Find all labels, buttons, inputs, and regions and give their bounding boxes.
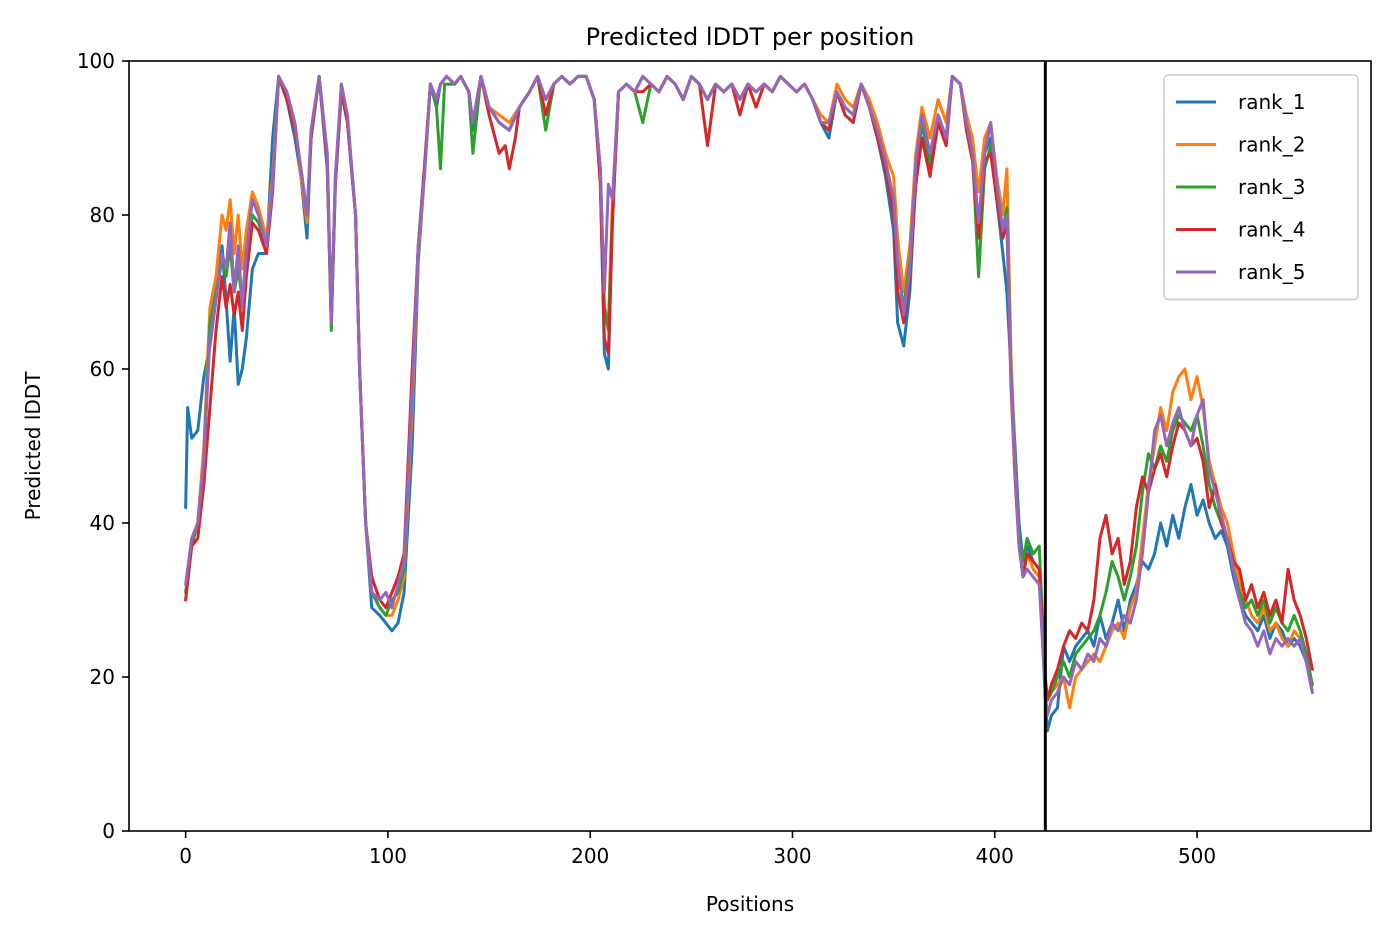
y-axis-title: Predicted lDDT	[21, 371, 45, 521]
series-layer	[184, 74, 1314, 733]
x-axis-title: Positions	[706, 892, 794, 916]
y-tick-label: 80	[90, 203, 115, 227]
legend-label: rank_5	[1238, 260, 1305, 284]
y-axis: 0 20 40 60 80 100	[77, 49, 129, 843]
y-tick-label: 60	[90, 357, 115, 381]
plot-frame	[128, 60, 1372, 832]
legend-label: rank_2	[1238, 133, 1305, 157]
x-tick-label: 100	[369, 844, 407, 868]
x-axis: 0 100 200 300 400 500	[179, 831, 1216, 868]
legend-label: rank_1	[1238, 90, 1305, 114]
y-tick-label: 0	[102, 819, 115, 843]
legend: rank_1 rank_2 rank_3 rank_4 rank_5	[1163, 74, 1359, 301]
series-line-rank-5	[184, 74, 1314, 717]
x-tick-label: 0	[179, 844, 192, 868]
x-tick-label: 200	[571, 844, 609, 868]
chart-title: Predicted lDDT per position	[586, 23, 915, 51]
legend-label: rank_3	[1238, 175, 1305, 199]
x-tick-label: 300	[773, 844, 811, 868]
y-tick-label: 40	[90, 511, 115, 535]
x-tick-label: 400	[976, 844, 1014, 868]
legend-box	[1163, 74, 1359, 301]
legend-label: rank_4	[1238, 218, 1305, 242]
x-tick-label: 500	[1178, 844, 1216, 868]
y-tick-label: 100	[77, 49, 115, 73]
y-tick-label: 20	[90, 665, 115, 689]
